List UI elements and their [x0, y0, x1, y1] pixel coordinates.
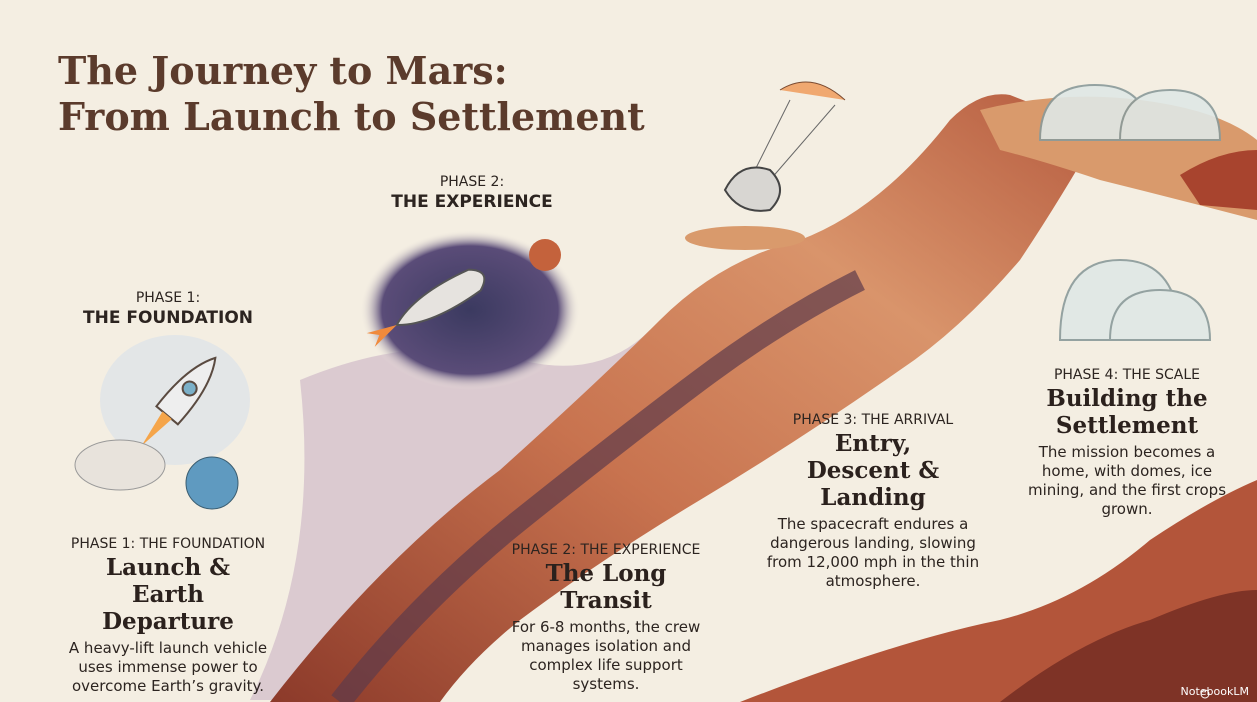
phase-panel: PHASE 2: THE EXPERIENCE The Long Transit… — [499, 542, 714, 694]
illustration-label: PHASE 1: THE FOUNDATION — [83, 290, 253, 328]
phase-kicker: PHASE 2: THE EXPERIENCE — [499, 542, 714, 558]
label-title: THE EXPERIENCE — [391, 192, 553, 212]
phase-body: For 6-8 months, the crew manages isolati… — [499, 618, 714, 694]
phase-kicker: PHASE 1: THE FOUNDATION — [53, 536, 283, 552]
phase-heading: Entry, Descent & Landing — [783, 430, 963, 511]
phase-kicker: PHASE 4: THE SCALE — [1027, 367, 1227, 383]
phase-body: The mission becomes a home, with domes, … — [1027, 443, 1227, 519]
phase-kicker: PHASE 3: THE ARRIVAL — [766, 412, 981, 428]
page: The Journey to Mars: From Launch to Sett… — [0, 0, 1257, 702]
title: The Journey to Mars: From Launch to Sett… — [58, 48, 645, 140]
phase-heading: The Long Transit — [499, 560, 714, 614]
mars — [529, 239, 561, 271]
watermark: NotebookLM — [1181, 685, 1249, 698]
smoke — [75, 440, 165, 490]
capsule — [685, 82, 845, 250]
phase-body: The spacecraft endures a dangerous landi… — [766, 515, 981, 591]
earth — [186, 457, 238, 509]
phase-panel: PHASE 3: THE ARRIVAL Entry, Descent & La… — [766, 412, 981, 591]
title-line: The Journey to Mars: — [58, 48, 645, 94]
domes — [1040, 85, 1220, 340]
illustration-label: PHASE 2: THE EXPERIENCE — [391, 174, 553, 212]
phase-heading: Building the Settlement — [1042, 385, 1212, 439]
phase-panel: PHASE 1: THE FOUNDATION Launch & Earth D… — [53, 536, 283, 696]
phase-panel: PHASE 4: THE SCALE Building the Settleme… — [1027, 367, 1227, 519]
title-line: From Launch to Settlement — [58, 94, 645, 140]
phase-heading: Launch & Earth Departure — [68, 554, 268, 635]
phase-body: A heavy-lift launch vehicle uses immense… — [53, 639, 283, 696]
label-kicker: PHASE 2: — [391, 174, 553, 190]
label-kicker: PHASE 1: — [83, 290, 253, 306]
label-title: THE FOUNDATION — [83, 308, 253, 328]
